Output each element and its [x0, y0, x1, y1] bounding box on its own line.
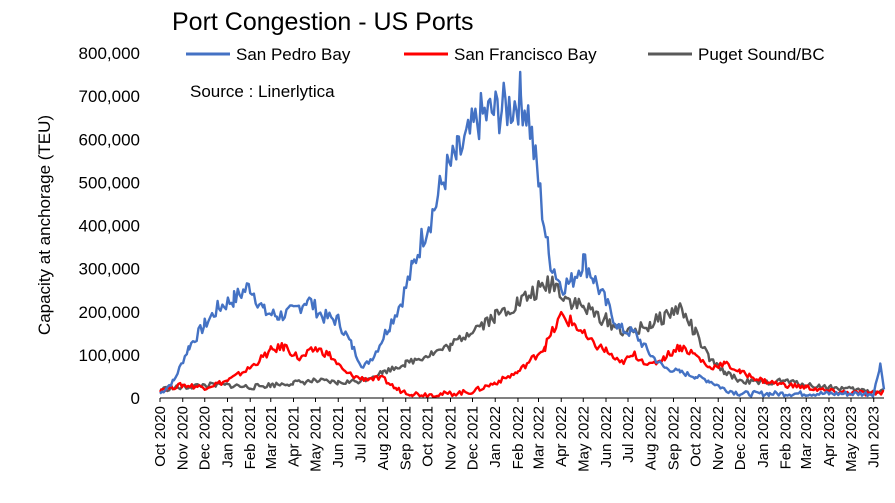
x-tick-label: Apr 2023 — [821, 406, 838, 467]
y-axis-label: Capacity at anchorage (TEU) — [35, 115, 54, 335]
x-tick-label: Jan 2022 — [487, 406, 504, 468]
y-tick-label: 600,000 — [79, 130, 140, 149]
legend-label: San Francisco Bay — [454, 45, 597, 64]
x-tick-label: Nov 2021 — [442, 406, 459, 470]
legend: San Pedro Bay San Francisco Bay Puget Soun… — [186, 45, 825, 64]
y-tick-label: 0 — [131, 389, 140, 408]
y-tick-label: 700,000 — [79, 87, 140, 106]
y-tick-label: 200,000 — [79, 303, 140, 322]
x-tick-label: May 2023 — [843, 406, 860, 472]
series-layer — [159, 70, 886, 399]
x-tick-label: Dec 2020 — [197, 406, 214, 470]
x-tick-label: Dec 2021 — [464, 406, 481, 470]
x-tick-label: Oct 2020 — [152, 406, 169, 467]
y-tick-label: 500,000 — [79, 173, 140, 192]
y-tick-label: 300,000 — [79, 260, 140, 279]
x-tick-label: Apr 2021 — [286, 406, 303, 467]
x-tick-label: Mar 2021 — [263, 406, 280, 469]
y-tick-label: 800,000 — [79, 44, 140, 63]
x-tick-label: Jun 2022 — [598, 406, 615, 468]
y-tick-label: 400,000 — [79, 217, 140, 236]
x-tick-label: Aug 2022 — [643, 406, 660, 470]
x-tick-label: Apr 2022 — [553, 406, 570, 467]
x-tick-label: Jun 2021 — [330, 406, 347, 468]
y-axis-ticks: 0 100,000 200,000 300,000 400,000 500,000 600,… — [79, 44, 140, 408]
x-tick-label: Jul 2021 — [352, 406, 369, 463]
x-tick-label: Dec 2022 — [732, 406, 749, 470]
chart-title: Port Congestion - US Ports — [172, 8, 474, 36]
x-tick-label: Mar 2023 — [798, 406, 815, 469]
x-tick-label: Jul 2022 — [620, 406, 637, 463]
x-tick-label: Nov 2022 — [710, 406, 727, 470]
y-tick-label: 100,000 — [79, 346, 140, 365]
x-tick-label: Sep 2021 — [398, 406, 415, 470]
series-line-puget-sound-bc — [159, 275, 885, 395]
series-line-san-francisco-bay — [159, 310, 885, 399]
x-tick-label: Oct 2022 — [687, 406, 704, 467]
x-tick-label: Feb 2021 — [242, 406, 259, 469]
x-tick-label: Jan 2021 — [219, 406, 236, 468]
x-tick-label: Sep 2022 — [665, 406, 682, 470]
legend-label: Puget Sound/BC — [698, 45, 825, 64]
x-tick-label: Aug 2021 — [375, 406, 392, 470]
x-tick-label: Jan 2023 — [755, 406, 772, 468]
x-tick-label: Mar 2022 — [531, 406, 548, 469]
x-tick-label: Feb 2023 — [778, 406, 795, 469]
x-tick-label: Oct 2021 — [420, 406, 437, 467]
x-tick-label: Jun 2023 — [866, 406, 883, 468]
x-axis-ticks: Oct 2020 Nov 2020 Dec 2020 Jan 2021 Feb 2021… — [152, 398, 883, 472]
x-tick-label: Nov 2020 — [175, 406, 192, 470]
series-line-san-pedro-bay — [159, 70, 886, 398]
x-tick-label: May 2021 — [308, 406, 325, 472]
source-note: Source : Linerlytica — [190, 82, 335, 101]
x-tick-label: Feb 2022 — [510, 406, 527, 469]
x-tick-label: May 2022 — [575, 406, 592, 472]
legend-label: San Pedro Bay — [236, 45, 351, 64]
